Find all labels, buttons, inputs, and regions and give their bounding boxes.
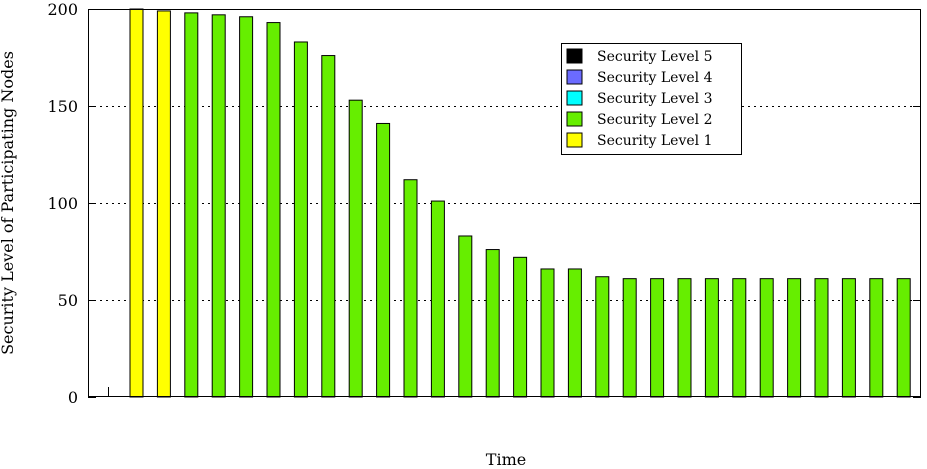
bar (841, 278, 856, 398)
bar (540, 268, 555, 398)
y-axis-ticks: 0 50 100 150 200 (47, 0, 921, 407)
bar (321, 55, 336, 398)
legend-swatch (566, 48, 583, 64)
x-axis-label: Time (486, 450, 526, 465)
legend-label: Security Level 3 (597, 91, 713, 107)
bar (239, 16, 254, 398)
legend: Security Level 5 Security Level 4 Security… (561, 43, 742, 155)
legend-label: Security Level 5 (597, 49, 713, 65)
bar (403, 179, 418, 398)
legend-box (561, 43, 742, 155)
bar (348, 99, 363, 398)
legend-label: Security Level 4 (597, 70, 713, 86)
y-tick-label: 200 (47, 0, 78, 19)
bar (485, 249, 500, 398)
bar (869, 278, 884, 398)
legend-swatch (566, 132, 583, 148)
bar (266, 22, 281, 398)
bar (293, 41, 308, 398)
y-tick-label: 150 (47, 97, 78, 116)
legend-swatch (566, 69, 583, 85)
bar (814, 278, 829, 398)
legend-swatch (566, 90, 583, 106)
y-tick-label: 0 (68, 388, 78, 407)
bar (759, 278, 774, 398)
bar (156, 10, 171, 398)
bar (732, 278, 747, 398)
y-tick-label: 50 (58, 291, 78, 310)
bar (184, 12, 199, 398)
gridlines (88, 106, 921, 301)
bars (129, 8, 911, 398)
bar (129, 8, 144, 398)
bar (595, 276, 610, 398)
y-tick-label: 100 (47, 194, 78, 213)
bar (650, 278, 665, 398)
legend-swatch (566, 111, 583, 127)
bar (458, 235, 473, 398)
y-axis-label: Security Level of Participating Nodes (0, 51, 17, 355)
bar (704, 278, 719, 398)
bar (376, 122, 391, 398)
bar (787, 278, 802, 398)
bar (430, 200, 445, 398)
legend-label: Security Level 2 (597, 112, 713, 128)
bar (622, 278, 637, 398)
bar (677, 278, 692, 398)
legend-label: Security Level 1 (597, 133, 713, 149)
bar (513, 256, 528, 398)
bar (567, 268, 582, 398)
bar (211, 14, 226, 398)
bar (896, 278, 911, 398)
